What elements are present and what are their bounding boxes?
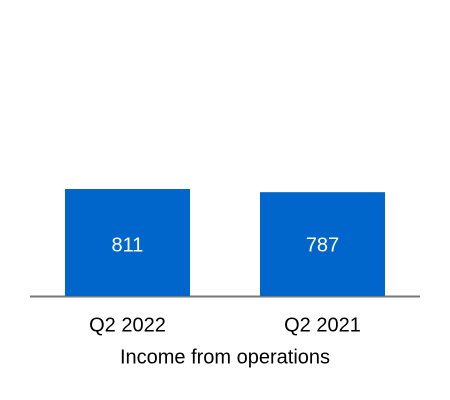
bar — [65, 189, 190, 296]
value-label: 811 — [112, 234, 144, 256]
value-label: 787 — [306, 234, 339, 256]
x-axis-title: Income from operations — [120, 346, 330, 368]
x-tick-label: Q2 2021 — [284, 314, 361, 336]
x-tick-label: Q2 2022 — [89, 314, 166, 336]
bar — [260, 192, 385, 296]
